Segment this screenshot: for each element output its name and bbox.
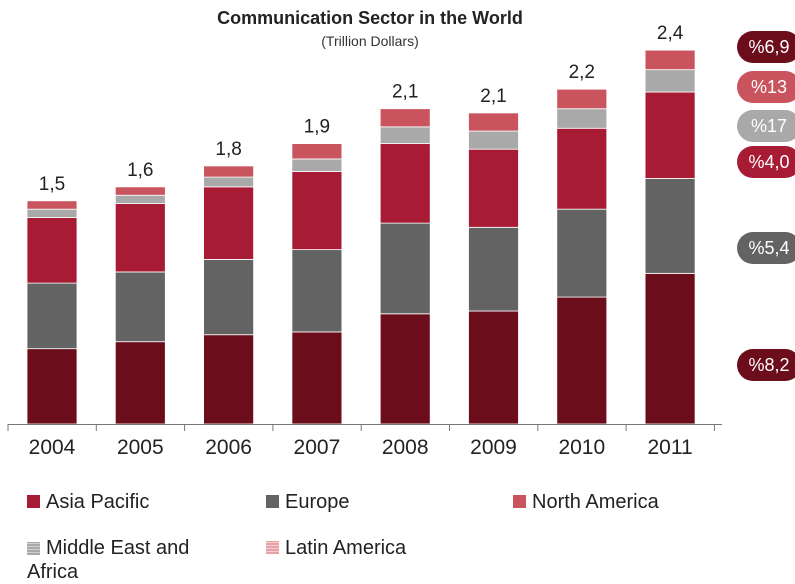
growth-badge: %17 [737, 110, 795, 142]
bar-segment [203, 165, 255, 178]
bar-total-label: 1,8 [215, 139, 241, 160]
legend-label: Asia Pacific [46, 491, 150, 513]
bar-total-label: 1,6 [127, 160, 153, 181]
bar-segment [556, 127, 608, 210]
bar-segment [26, 208, 78, 218]
legend-item-latin-america: Latin America [266, 536, 406, 560]
bar-segment [644, 272, 696, 425]
bar-segment [468, 130, 519, 150]
x-tick-label: 2009 [470, 436, 517, 459]
bar-segment [644, 49, 696, 71]
bar-segment [379, 143, 431, 224]
chart-subtitle: (Trillion Dollars) [321, 33, 419, 49]
bar-segment [468, 226, 519, 312]
bar-segment [114, 271, 166, 343]
bar-segment [556, 208, 608, 298]
bar-segment [26, 348, 78, 425]
bar-segment [468, 148, 519, 228]
bar-segment [556, 88, 608, 110]
legend-label: Europe [285, 491, 350, 513]
bar-total-label: 1,9 [304, 117, 330, 138]
bar-segment [379, 313, 431, 425]
growth-badge: %8,2 [737, 349, 795, 381]
legend-item-north-america: North America [513, 490, 659, 514]
bar-segment [114, 186, 166, 196]
growth-badge: %5,4 [737, 232, 795, 264]
x-tick-label: 2006 [205, 436, 252, 459]
bar-segment [291, 331, 343, 425]
legend-label: Latin America [285, 537, 407, 559]
legend-swatch-north-america [513, 495, 526, 508]
bar-segment [644, 69, 696, 93]
bar-segment [203, 186, 255, 260]
bar-segment [291, 158, 343, 172]
bar-segment [379, 222, 431, 315]
legend-label: Middle East and [46, 537, 190, 559]
bar-segment [114, 194, 166, 204]
bar-total-label: 2,1 [392, 82, 418, 103]
x-tick-label: 2011 [648, 436, 693, 459]
bar-segment [26, 200, 78, 210]
bar-segment [203, 334, 255, 425]
bar-segment [468, 112, 519, 132]
bar-segment [556, 108, 608, 129]
x-tick-label: 2008 [382, 436, 429, 459]
bar-segment [26, 282, 78, 350]
bar-segment [203, 258, 255, 336]
bar-segment [26, 217, 78, 284]
x-tick-label: 2005 [117, 436, 164, 459]
legend-swatch-europe [266, 495, 279, 508]
bar-segment [291, 171, 343, 251]
bar-segment [556, 296, 608, 425]
legend-item-middle-east-africa: Middle East and Africa [27, 536, 227, 584]
bar-total-label: 2,4 [657, 23, 684, 44]
growth-badge: %13 [737, 71, 795, 103]
bar-segment [114, 203, 166, 273]
bar-segment [468, 310, 519, 425]
legend-swatch-latin-america [266, 541, 279, 554]
bar-segment [203, 176, 255, 188]
x-tick-label: 2010 [558, 436, 605, 459]
bar-total-label: 2,1 [480, 86, 506, 107]
growth-badge: %4,0 [737, 146, 795, 178]
growth-badge: %6,9 [737, 31, 795, 63]
bar-segment [291, 143, 343, 160]
legend-label: Africa [27, 561, 79, 583]
legend-item-europe: Europe [266, 490, 350, 514]
x-tick-label: 2007 [294, 436, 341, 459]
chart-title: Communication Sector in the World [217, 8, 523, 28]
bar-segment [644, 178, 696, 274]
bar-segment [379, 126, 431, 145]
bar-segment [379, 108, 431, 128]
legend-swatch-asia-pacific [27, 495, 40, 508]
bar-segment [644, 91, 696, 179]
legend-item-asia-pacific: Asia Pacific [27, 490, 149, 514]
legend-label: North America [532, 491, 659, 513]
bar-segment [291, 249, 343, 333]
bar-total-label: 2,2 [569, 62, 595, 83]
bar-segment [114, 341, 166, 425]
x-tick-label: 2004 [29, 436, 76, 459]
bar-total-label: 1,5 [39, 174, 65, 195]
legend-swatch-middle-east-africa [27, 542, 40, 555]
